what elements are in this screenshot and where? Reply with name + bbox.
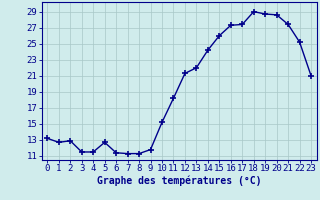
X-axis label: Graphe des températures (°C): Graphe des températures (°C) <box>97 176 261 186</box>
